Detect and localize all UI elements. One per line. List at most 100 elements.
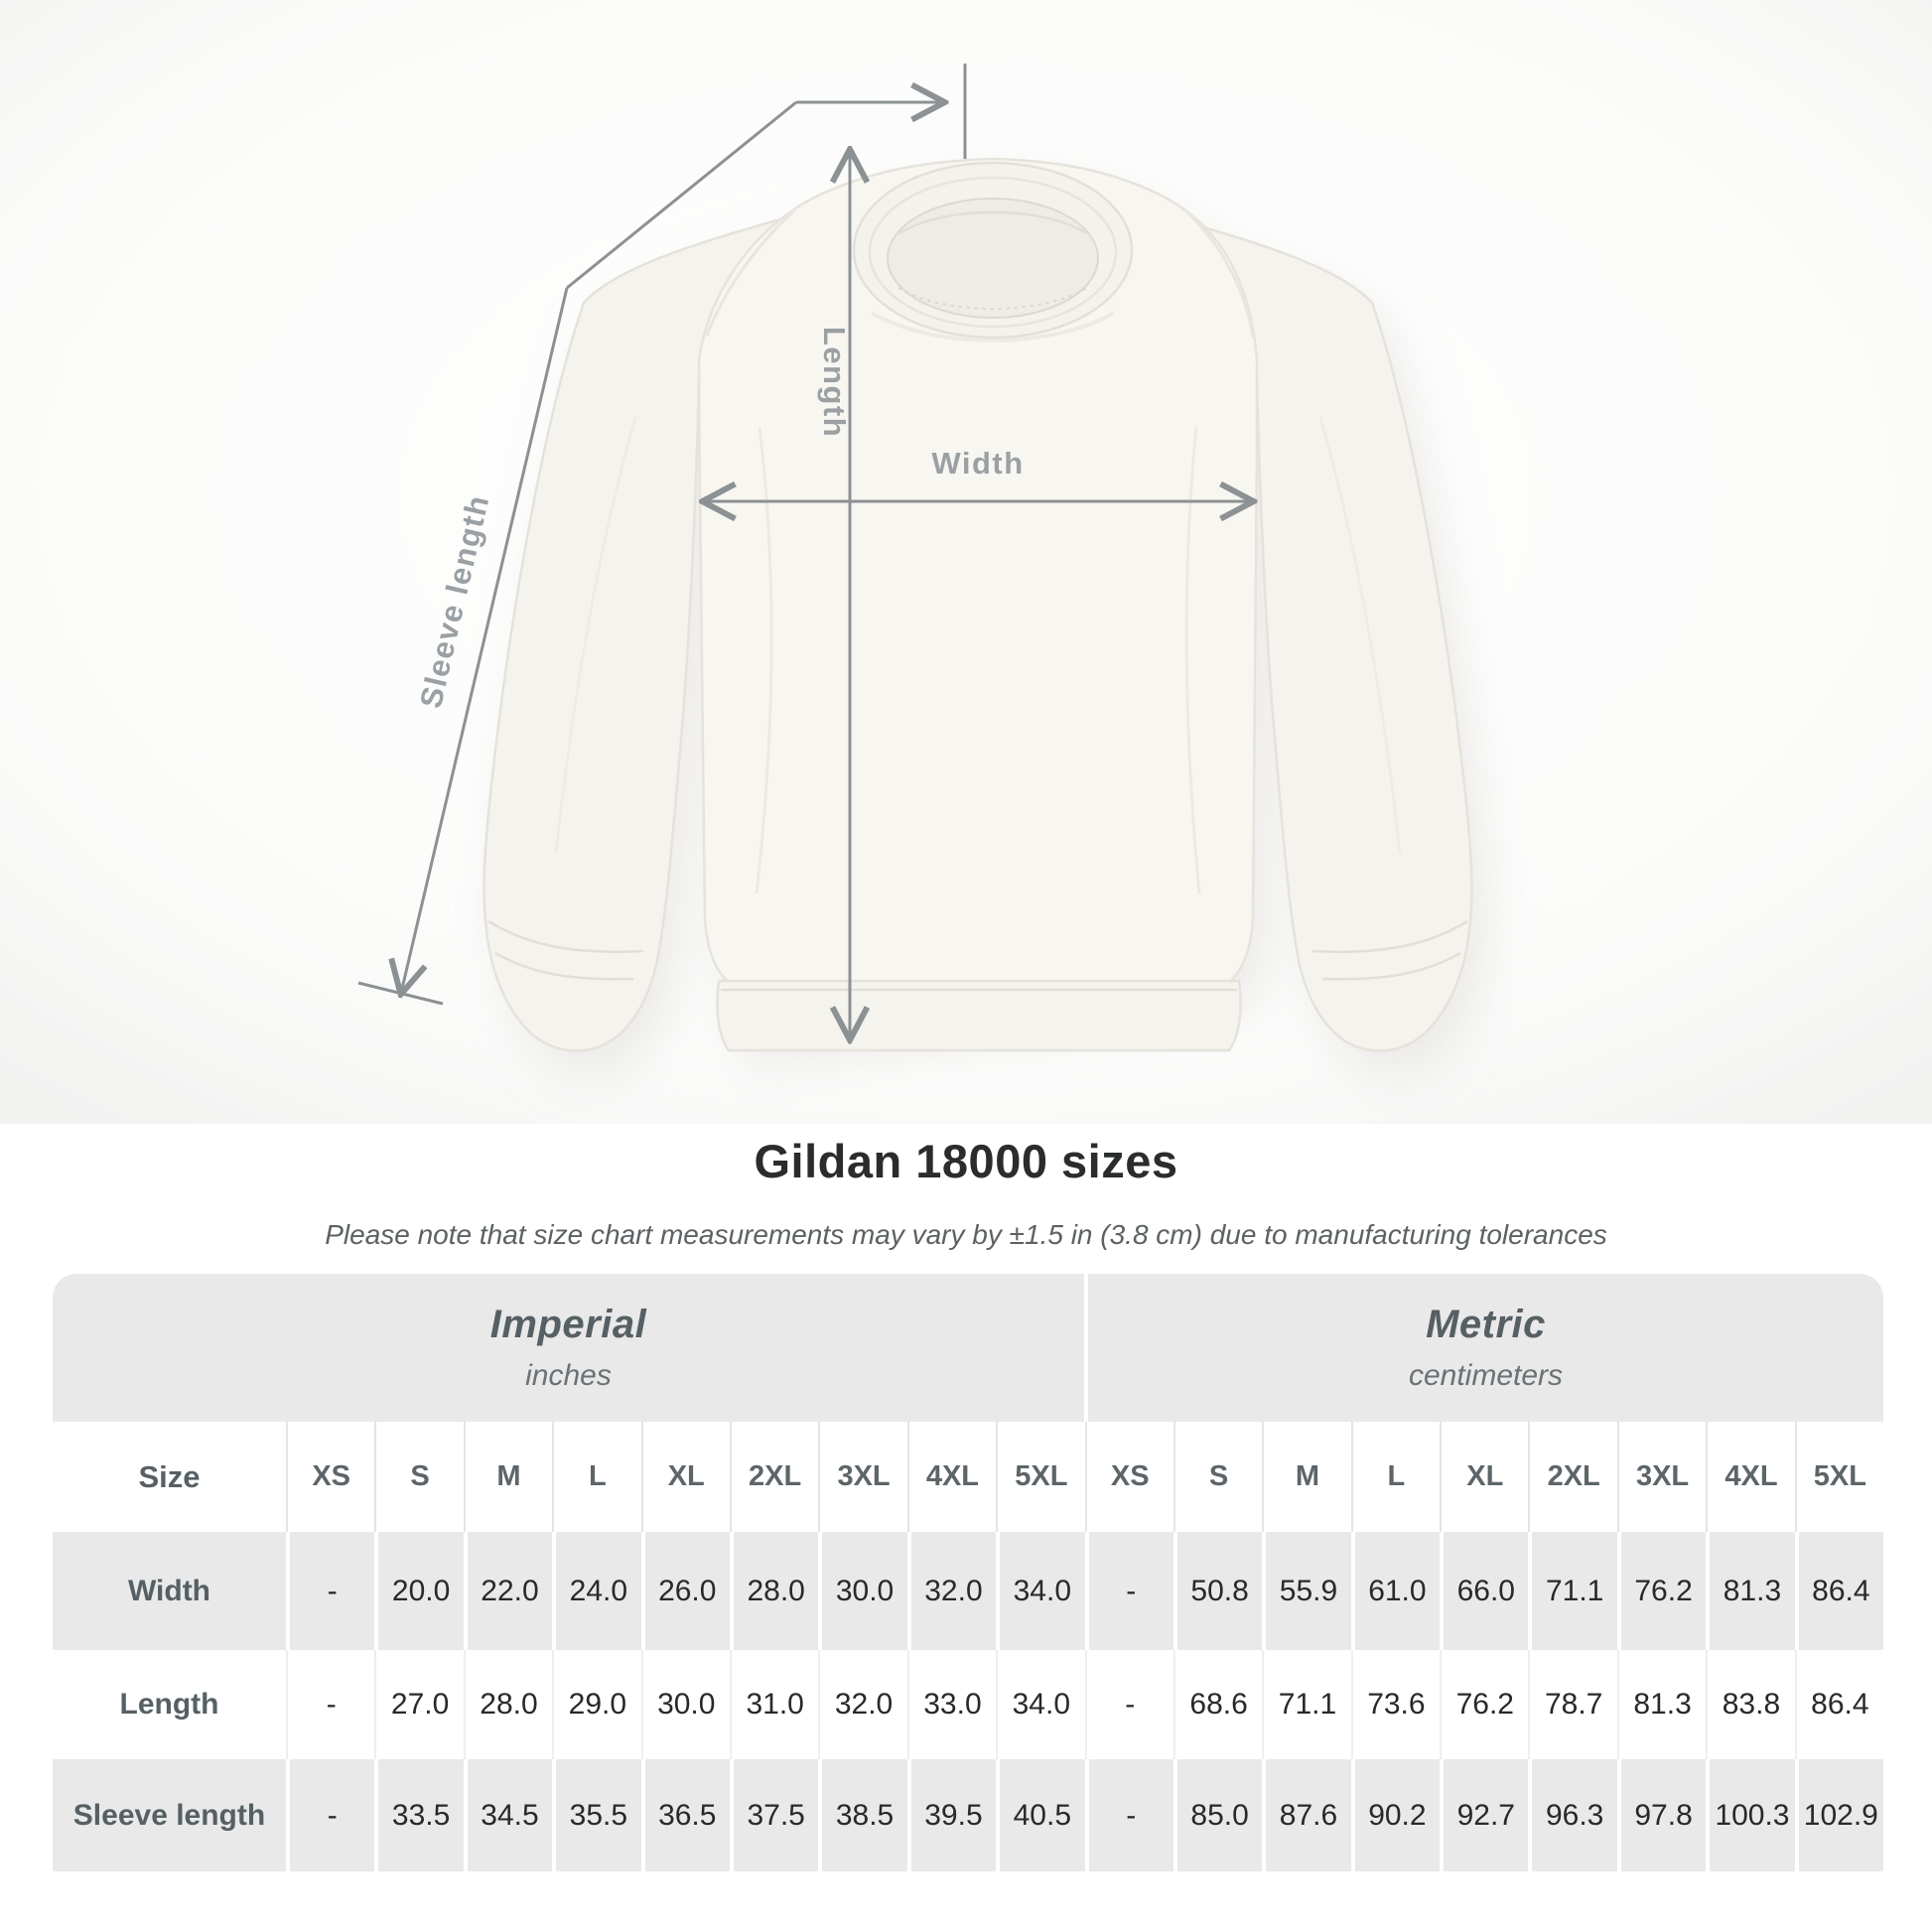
- length-value-cell: 71.1: [1262, 1650, 1350, 1759]
- width-value-cell: -: [286, 1532, 374, 1650]
- length-value-cell: -: [1084, 1650, 1173, 1759]
- sleeve-line-arm: [401, 287, 569, 993]
- sleeve-length-value-cell: 39.5: [906, 1759, 996, 1871]
- width-value-cell: 71.1: [1528, 1532, 1616, 1650]
- waistband: [716, 979, 1242, 1052]
- width-value-cell: -: [1084, 1532, 1173, 1650]
- imperial-group-header: Imperial inches: [53, 1274, 1084, 1422]
- collar: [852, 161, 1134, 340]
- width-value-cell: 30.0: [818, 1532, 906, 1650]
- size-header-cell: S: [1173, 1422, 1262, 1532]
- width-value-cell: 81.3: [1706, 1532, 1794, 1650]
- length-value-cell: 68.6: [1173, 1650, 1262, 1759]
- sleeve-length-value-cell: 100.3: [1706, 1759, 1794, 1871]
- size-header-cell: 2XL: [1528, 1422, 1616, 1532]
- size-header-cell: L: [552, 1422, 640, 1532]
- sleeve-length-value-cell: -: [1084, 1759, 1173, 1871]
- length-value-cell: 83.8: [1706, 1650, 1794, 1759]
- sleeve-length-value-cell: 38.5: [818, 1759, 906, 1871]
- size-header-cell: 4XL: [906, 1422, 996, 1532]
- length-value-cell: 73.6: [1350, 1650, 1440, 1759]
- length-value-cell: 78.7: [1528, 1650, 1616, 1759]
- sleeve-length-value-cell: 96.3: [1528, 1759, 1616, 1871]
- sleeve-length-value-cell: 33.5: [374, 1759, 463, 1871]
- size-header-cell: XL: [640, 1422, 730, 1532]
- imperial-label: Imperial: [489, 1303, 647, 1346]
- sleeve-length-value-cell: 97.8: [1616, 1759, 1706, 1871]
- metric-label: Metric: [1426, 1303, 1546, 1346]
- length-value-cell: 86.4: [1794, 1650, 1883, 1759]
- metric-unit-label: centimeters: [1408, 1359, 1564, 1392]
- size-header-cell: M: [1262, 1422, 1350, 1532]
- table-row-width: Width -20.0 22.0 24.0 26.0 28.0 30.0 32.0 34.0-…: [53, 1532, 1883, 1650]
- sleeve-length-value-cell: 34.5: [463, 1759, 552, 1871]
- sleeve-length-value-cell: 92.7: [1440, 1759, 1528, 1871]
- length-value-cell: 32.0: [818, 1650, 906, 1759]
- row-label-sleeve-length: Sleeve length: [72, 1798, 266, 1832]
- width-value-cell: 50.8: [1173, 1532, 1262, 1650]
- tolerance-note: Please note that size chart measurements…: [325, 1219, 1607, 1250]
- unit-group-header-row: Imperial inches Metric centimeters: [53, 1274, 1883, 1422]
- imperial-unit-label: inches: [525, 1359, 612, 1392]
- width-value-cell: 26.0: [640, 1532, 730, 1650]
- sleeve-end-tick: [357, 981, 444, 1006]
- right-sleeve: [1169, 216, 1473, 1052]
- width-value-cell: 20.0: [374, 1532, 463, 1650]
- sleeve-length-value-cell: 90.2: [1350, 1759, 1440, 1871]
- size-table: Imperial inches Metric centimeters Size …: [53, 1274, 1883, 1871]
- width-value-cell: 66.0: [1440, 1532, 1528, 1650]
- length-label: Length: [817, 327, 852, 438]
- cuff-seams: [487, 416, 1468, 981]
- row-label-width: Width: [127, 1574, 211, 1607]
- width-value-cell: 32.0: [906, 1532, 996, 1650]
- size-corner-header: Size: [138, 1458, 201, 1494]
- size-header-cell: 5XL: [1794, 1422, 1883, 1532]
- length-value-cell: 30.0: [640, 1650, 730, 1759]
- sleeve-length-value-cell: 35.5: [552, 1759, 640, 1871]
- size-header-row: Size XS S M L XL 2XL 3XL 4XL 5XL XS S M L XL 2XL 3XL 4XL…: [53, 1422, 1883, 1532]
- left-sleeve: [483, 216, 787, 1052]
- size-header-cell: 3XL: [818, 1422, 906, 1532]
- width-value-cell: 86.4: [1794, 1532, 1883, 1650]
- sleeve-line-shoulder: [566, 100, 797, 290]
- size-header-cell: L: [1350, 1422, 1440, 1532]
- length-value-cell: 27.0: [374, 1650, 463, 1759]
- width-label: Width: [931, 446, 1024, 481]
- length-value-cell: 29.0: [552, 1650, 640, 1759]
- size-header-cell: 2XL: [729, 1422, 818, 1532]
- sleeve-length-value-cell: 85.0: [1173, 1759, 1262, 1871]
- length-value-cell: -: [286, 1650, 374, 1759]
- width-value-cell: 55.9: [1262, 1532, 1350, 1650]
- width-value-cell: 24.0: [552, 1532, 640, 1650]
- length-value-cell: 81.3: [1616, 1650, 1706, 1759]
- row-label-length: Length: [119, 1688, 219, 1721]
- length-value-cell: 28.0: [463, 1650, 552, 1759]
- metric-group-header: Metric centimeters: [1088, 1274, 1883, 1422]
- table-row-length: Length -27.0 28.0 29.0 30.0 31.0 32.0 33.0 34.0…: [53, 1650, 1883, 1759]
- sleeve-length-value-cell: 40.5: [996, 1759, 1084, 1871]
- size-header-cell: M: [463, 1422, 552, 1532]
- dimension-lines: [357, 64, 1252, 1038]
- size-header-cell: XS: [1084, 1422, 1173, 1532]
- sleeve-length-value-cell: 37.5: [729, 1759, 818, 1871]
- sleeve-length-value-cell: 102.9: [1794, 1759, 1883, 1871]
- length-value-cell: 33.0: [906, 1650, 996, 1759]
- size-header-cell: S: [374, 1422, 463, 1532]
- sweatshirt-measurement-diagram: Width Length Sleeve length: [0, 0, 1932, 1124]
- width-value-cell: 28.0: [729, 1532, 818, 1650]
- width-value-cell: 61.0: [1350, 1532, 1440, 1650]
- length-value-cell: 34.0: [996, 1650, 1084, 1759]
- size-header-cell: XS: [286, 1422, 374, 1532]
- length-value-cell: 76.2: [1440, 1650, 1528, 1759]
- width-value-cell: 22.0: [463, 1532, 552, 1650]
- width-value-cell: 34.0: [996, 1532, 1084, 1650]
- page-title: Gildan 18000 sizes: [754, 1135, 1178, 1187]
- sleeve-length-value-cell: 87.6: [1262, 1759, 1350, 1871]
- size-header-cell: 4XL: [1706, 1422, 1794, 1532]
- length-value-cell: 31.0: [729, 1650, 818, 1759]
- table-row-sleeve-length: Sleeve length -33.5 34.5 35.5 36.5 37.5 38.5 3…: [53, 1759, 1883, 1871]
- size-header-cell: 3XL: [1616, 1422, 1706, 1532]
- sweatshirt-illustration: [483, 157, 1473, 1052]
- sleeve-length-value-cell: -: [286, 1759, 374, 1871]
